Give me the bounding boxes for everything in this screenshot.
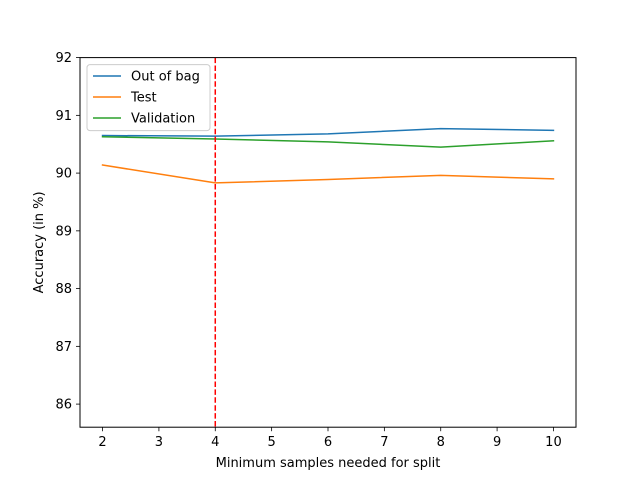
x-tick-label: 7 [380,435,388,450]
series-line-out-of-bag [101,127,555,137]
plot-area-frame [79,57,577,428]
y-tick-label: 87 [55,340,72,355]
series-line-validation [101,135,555,148]
legend-label-test: Test [130,91,157,106]
x-tick-label: 4 [211,435,219,450]
legend: Out of bag Test Validation [86,64,211,132]
y-tick-label: 92 [55,51,72,66]
x-axis-label: Minimum samples needed for split [216,456,441,471]
x-tick-label: 3 [155,435,163,450]
y-axis-ticks: 86 87 88 89 90 91 92 [55,51,80,413]
x-tick-label: 9 [493,435,501,450]
series-line-test [101,164,555,184]
x-tick-label: 10 [545,435,562,450]
y-tick-label: 89 [55,224,72,239]
legend-label-out-of-bag: Out of bag [131,70,200,85]
x-axis-ticks: 2 3 4 5 6 7 8 9 10 [98,427,562,450]
x-tick-label: 5 [267,435,275,450]
legend-label-validation: Validation [131,112,195,127]
legend-box [86,64,211,132]
x-tick-label: 2 [98,435,106,450]
series-lines [101,127,555,184]
y-tick-label: 90 [55,167,72,182]
y-tick-label: 86 [55,398,72,413]
y-tick-label: 88 [55,282,72,297]
x-tick-label: 8 [437,435,445,450]
y-tick-label: 91 [55,109,72,124]
x-tick-label: 6 [324,435,332,450]
y-axis-label: Accuracy (in %) [32,191,47,293]
